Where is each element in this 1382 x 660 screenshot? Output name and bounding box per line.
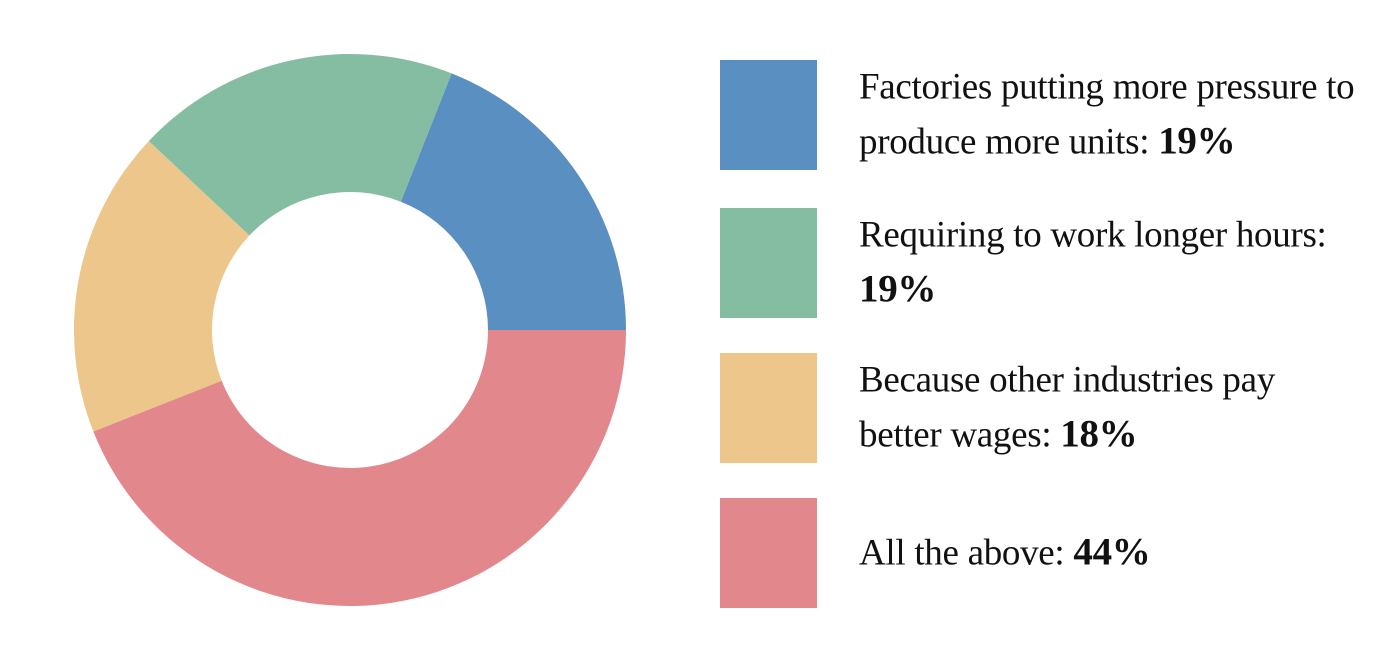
donut-slice-longer-hours	[148, 54, 452, 236]
legend-label-pressure: Factories putting more pressure to produ…	[859, 66, 1355, 163]
donut-slice-all-above	[93, 330, 626, 607]
legend-label-better-wages: Because other industries pay better wage…	[859, 359, 1275, 456]
legend-value-pressure: 19%	[1158, 119, 1236, 163]
legend-text-all-above: All the above: 44%	[859, 526, 1359, 581]
legend-swatch-better-wages	[720, 353, 817, 463]
legend-value-all-above: 44%	[1073, 530, 1151, 574]
legend-label-all-above: All the above:	[859, 532, 1065, 574]
legend-text-better-wages: Because other industries pay better wage…	[859, 354, 1359, 463]
donut-chart	[74, 54, 626, 607]
legend-item-pressure: Factories putting more pressure to produ…	[720, 60, 1360, 170]
legend-label-longer-hours: Requiring to work longer hours:	[859, 214, 1327, 256]
legend-item-longer-hours: Requiring to work longer hours: 19%	[720, 208, 1360, 318]
legend-item-all-above: All the above: 44%	[720, 498, 1360, 608]
legend-value-longer-hours: 19%	[859, 267, 937, 311]
legend-swatch-pressure	[720, 60, 817, 170]
donut-slice-better-wages	[74, 141, 250, 432]
legend-item-better-wages: Because other industries pay better wage…	[720, 353, 1360, 463]
legend-value-better-wages: 18%	[1060, 412, 1138, 456]
legend-text-longer-hours: Requiring to work longer hours: 19%	[859, 209, 1359, 318]
donut-slice-pressure	[400, 73, 626, 331]
legend-swatch-all-above	[720, 498, 817, 608]
legend-swatch-longer-hours	[720, 208, 817, 318]
legend-text-pressure: Factories putting more pressure to produ…	[859, 61, 1359, 170]
